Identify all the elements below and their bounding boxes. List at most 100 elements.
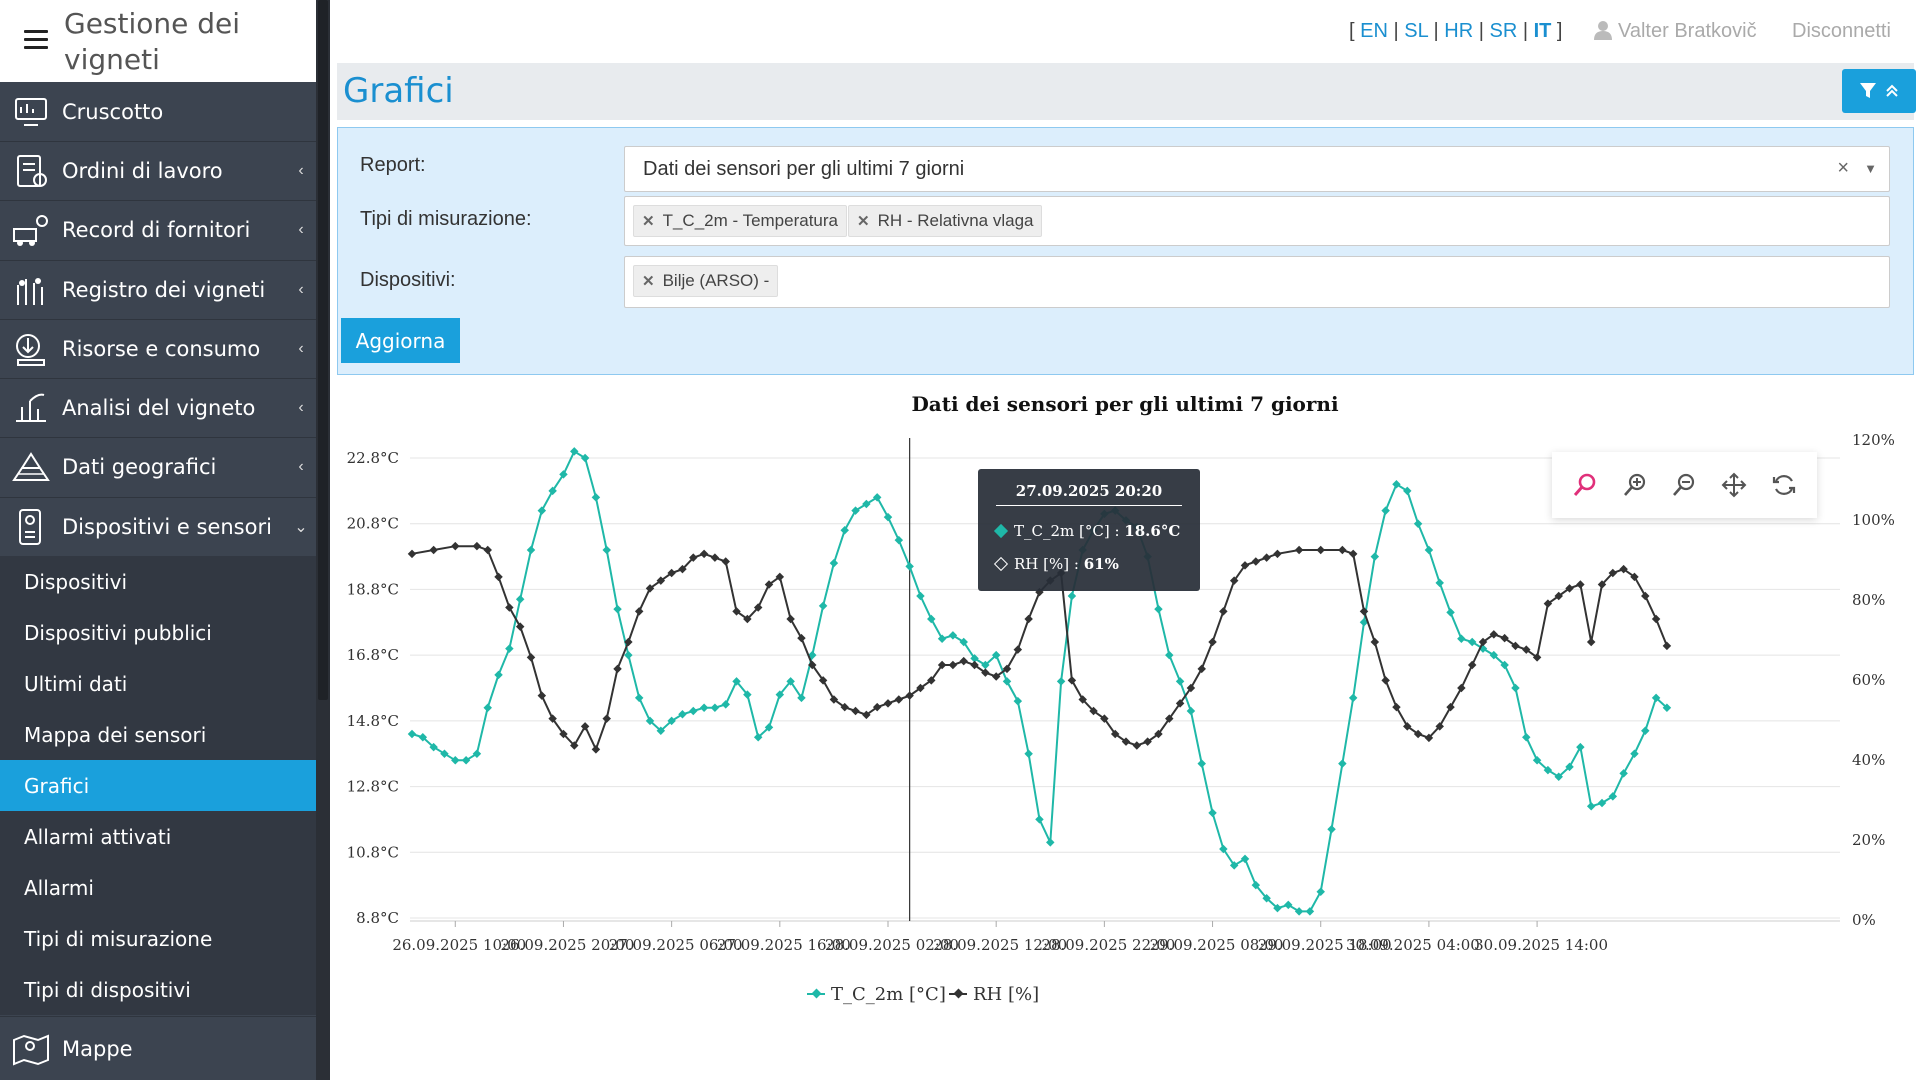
devices-select[interactable]: ✕ Bilje (ARSO) - bbox=[624, 256, 1890, 308]
hamburger-menu-icon[interactable] bbox=[24, 30, 48, 52]
sidebar-subitem-grafici[interactable]: Grafici bbox=[0, 760, 316, 811]
remove-tag-icon[interactable]: ✕ bbox=[642, 213, 655, 230]
series-point-0 bbox=[1338, 759, 1347, 768]
series-point-0 bbox=[1381, 506, 1390, 515]
report-select[interactable]: Dati dei sensori per gli ultimi 7 giorni… bbox=[624, 146, 1890, 192]
series-point-0 bbox=[591, 493, 601, 502]
sidebar-item-risorse-e-consumo[interactable]: Risorse e consumo ‹ bbox=[0, 319, 316, 379]
sensor-chart[interactable]: Dati dei sensori per gli ultimi 7 giorni… bbox=[337, 380, 1914, 1080]
series-point-0 bbox=[515, 595, 525, 604]
maps-icon bbox=[0, 1019, 62, 1078]
sidebar-scrollbar-thumb[interactable] bbox=[318, 0, 328, 700]
sidebar-item-registro-dei-vigneti[interactable]: Registro dei vigneti ‹ bbox=[0, 260, 316, 320]
series-point-0 bbox=[1424, 545, 1434, 555]
series-point-0 bbox=[1457, 634, 1466, 643]
series-point-1 bbox=[1424, 733, 1434, 743]
sidebar-item-cruscotto[interactable]: Cruscotto bbox=[0, 82, 316, 142]
chart-toolbar bbox=[1552, 452, 1817, 518]
series-point-1 bbox=[1457, 683, 1466, 693]
series-point-0 bbox=[732, 677, 741, 686]
series-point-1 bbox=[883, 699, 893, 708]
y-left-tick-label: 8.8°C bbox=[356, 909, 399, 927]
series-point-1 bbox=[699, 549, 709, 559]
series-point-1 bbox=[1165, 714, 1174, 723]
series-point-0 bbox=[699, 703, 709, 712]
x-tick-label: 27.09.2025 06:00 bbox=[609, 936, 743, 954]
series-point-0 bbox=[1576, 742, 1585, 752]
x-tick-label: 30.09.2025 04:00 bbox=[1346, 936, 1480, 954]
sidebar-item-label: Mappe bbox=[62, 1036, 133, 1061]
sidebar-item-label: Dispositivi e sensori bbox=[62, 515, 272, 540]
filter-toggle-button[interactable] bbox=[1842, 69, 1916, 113]
y-right-tick-label: 0% bbox=[1852, 911, 1876, 929]
pan-icon[interactable] bbox=[1714, 465, 1754, 505]
sidebar-subitem-allarmi-attivati[interactable]: Allarmi attivati bbox=[0, 811, 316, 862]
series-point-0 bbox=[461, 756, 471, 765]
zoom-in-icon[interactable] bbox=[1615, 465, 1655, 505]
sidebar-subitem-dispositivi[interactable]: Dispositivi bbox=[0, 556, 316, 607]
lang-en-link[interactable]: EN bbox=[1360, 20, 1388, 42]
series-point-0 bbox=[1035, 815, 1044, 824]
chart-container: Dati dei sensori per gli ultimi 7 giorni… bbox=[337, 380, 1914, 1080]
series-point-1 bbox=[818, 676, 828, 685]
user-menu[interactable]: Valter Bratkovič bbox=[1594, 20, 1757, 43]
sidebar-item-mappe[interactable]: Mappe bbox=[0, 1016, 316, 1080]
series-point-1 bbox=[948, 660, 958, 670]
sidebar-subitem-allarmi[interactable]: Allarmi bbox=[0, 862, 316, 913]
legend-label: T_C_2m [°C] bbox=[831, 984, 946, 1005]
y-left-tick-label: 16.8°C bbox=[347, 646, 399, 664]
clear-icon[interactable]: × bbox=[1837, 157, 1849, 179]
logout-link[interactable]: Disconnetti bbox=[1792, 20, 1891, 42]
sidebar-item-dati-geografici[interactable]: Dati geografici ‹ bbox=[0, 437, 316, 497]
tooltip-row-humidity: RH [%] : 61% bbox=[993, 555, 1119, 573]
series-point-1 bbox=[1262, 553, 1271, 562]
lang-sl-link[interactable]: SL bbox=[1404, 20, 1428, 42]
sidebar-subitem-mappa-dei-sensori[interactable]: Mappa dei sensori bbox=[0, 709, 316, 760]
series-point-0 bbox=[1619, 769, 1628, 778]
sidebar-item-record-di-fornitori[interactable]: Record di fornitori ‹ bbox=[0, 200, 316, 260]
zoom-out-icon[interactable] bbox=[1664, 465, 1704, 505]
series-point-1 bbox=[786, 614, 795, 624]
remove-tag-icon[interactable]: ✕ bbox=[642, 273, 655, 290]
lang-it-link[interactable]: IT bbox=[1533, 20, 1552, 42]
sidebar-item-dispositivi-e-sensori[interactable]: Dispositivi e sensori ⌄ bbox=[0, 497, 316, 557]
sidebar-subitem-tipi-di-dispositivi[interactable]: Tipi di dispositivi bbox=[0, 964, 316, 1015]
remove-tag-icon[interactable]: ✕ bbox=[857, 213, 870, 230]
series-point-0 bbox=[1175, 677, 1185, 686]
series-point-1 bbox=[494, 572, 503, 582]
sidebar-subitem-dispositivi-pubblici[interactable]: Dispositivi pubblici bbox=[0, 607, 316, 658]
device-tag-label: Bilje (ARSO) - bbox=[662, 271, 770, 290]
diamond-outline-icon bbox=[993, 556, 1009, 572]
sidebar-item-analisi-del-vigneto[interactable]: Analisi del vigneto ‹ bbox=[0, 378, 316, 438]
caret-down-icon[interactable]: ▼ bbox=[1864, 161, 1877, 176]
series-point-0 bbox=[721, 700, 730, 709]
series-point-0 bbox=[1446, 608, 1455, 617]
sidebar-subitem-tipi-di-misurazione[interactable]: Tipi di misurazione bbox=[0, 913, 316, 964]
reset-zoom-icon[interactable] bbox=[1764, 465, 1804, 505]
series-point-1 bbox=[862, 710, 871, 720]
sidebar-item-ordini-di-lavoro[interactable]: Ordini di lavoro ‹ bbox=[0, 141, 316, 201]
y-right-tick-label: 40% bbox=[1852, 751, 1885, 769]
series-point-0 bbox=[472, 749, 482, 758]
report-selected-value: Dati dei sensori per gli ultimi 7 giorni bbox=[643, 158, 965, 180]
x-tick-label: 28.09.2025 12:00 bbox=[933, 936, 1067, 954]
tooltip-value: 18.6°C bbox=[1124, 522, 1181, 540]
series-point-0 bbox=[1565, 762, 1574, 772]
lang-hr-link[interactable]: HR bbox=[1444, 20, 1474, 42]
series-point-1 bbox=[721, 557, 730, 566]
update-button[interactable]: Aggiorna bbox=[341, 318, 460, 363]
series-point-0 bbox=[1403, 486, 1412, 496]
series-point-1 bbox=[689, 553, 698, 562]
chevron-icon: ‹ bbox=[298, 162, 304, 180]
series-point-0 bbox=[483, 703, 492, 712]
series-point-0 bbox=[1316, 887, 1325, 896]
measurement-types-select[interactable]: ✕ T_C_2m - Temperatura ✕ RH - Relativna vl… bbox=[624, 196, 1890, 246]
user-icon bbox=[1594, 21, 1612, 40]
series-point-1 bbox=[1392, 702, 1401, 712]
series-point-1 bbox=[483, 545, 492, 555]
lang-sr-link[interactable]: SR bbox=[1489, 20, 1518, 42]
vineyard-analysis-icon bbox=[0, 379, 62, 438]
zoom-select-icon[interactable] bbox=[1565, 465, 1605, 505]
sidebar-subitem-ultimi-dati[interactable]: Ultimi dati bbox=[0, 658, 316, 709]
series-point-0 bbox=[1056, 677, 1066, 686]
